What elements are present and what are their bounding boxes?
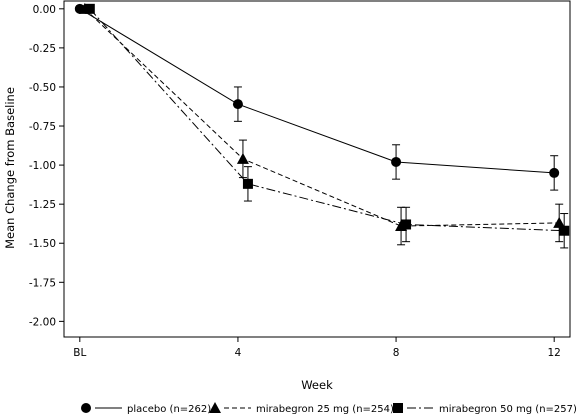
- legend-item: mirabegron 25 mg (n=254): [209, 402, 394, 415]
- x-axis-title: Week: [301, 378, 333, 392]
- plot-frame: [63, 0, 571, 338]
- data-point: [232, 99, 243, 110]
- y-tick-label: -1.50: [29, 238, 56, 250]
- y-tick-label: -0.25: [29, 43, 56, 55]
- legend-marker-circle: [81, 403, 91, 413]
- series-line: [84, 8, 560, 227]
- series-line: [89, 8, 565, 232]
- data-point: [401, 219, 412, 230]
- legend-label: placebo (n=262): [127, 404, 211, 415]
- x-tick-label: 4: [235, 347, 242, 359]
- y-tick-label: -0.50: [29, 82, 56, 94]
- data-point: [84, 3, 95, 14]
- legend: placebo (n=262) mirabegron 25 mg (n=254) m…: [81, 402, 577, 415]
- data-point: [391, 156, 402, 167]
- legend-item: mirabegron 50 mg (n=257): [393, 403, 577, 415]
- y-tick-label: -1.00: [29, 160, 56, 172]
- series-square: [84, 3, 570, 249]
- legend-marker-square: [393, 403, 403, 413]
- data-point: [236, 152, 249, 164]
- data-point: [553, 216, 566, 228]
- y-tick-label: -1.75: [29, 277, 56, 289]
- series-triangle: [78, 2, 566, 246]
- y-axis: 0.00 -0.25 -0.50 -0.75 -1.00 -1.25 -1.50 -1.75 -…: [29, 4, 64, 328]
- legend-item: placebo (n=262): [81, 403, 211, 415]
- series-line: [79, 8, 555, 174]
- x-tick-label: BL: [73, 347, 86, 359]
- series-circle: [74, 3, 560, 191]
- legend-label: mirabegron 25 mg (n=254): [256, 404, 394, 415]
- x-tick-label: 8: [393, 347, 400, 359]
- legend-marker-triangle: [209, 402, 221, 413]
- data-point: [549, 167, 560, 178]
- y-tick-label: -2.00: [29, 316, 56, 328]
- x-tick-label: 12: [548, 347, 561, 359]
- y-tick-label: -1.25: [29, 199, 56, 211]
- x-axis: BL 4 8 12: [73, 337, 561, 359]
- y-tick-label: -0.75: [29, 121, 56, 133]
- y-tick-label: 0.00: [33, 4, 56, 16]
- legend-label: mirabegron 50 mg (n=257): [439, 404, 577, 415]
- data-point: [242, 178, 253, 189]
- y-axis-title: Mean Change from Baseline: [3, 87, 17, 249]
- series-layer: [74, 2, 570, 249]
- data-point: [559, 225, 570, 236]
